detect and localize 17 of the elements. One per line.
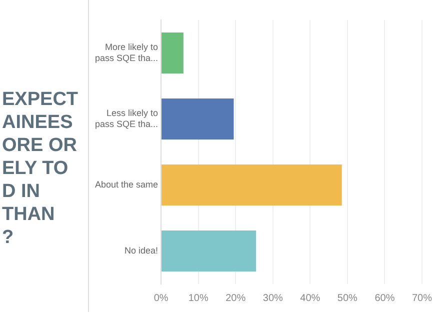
y-tick-label: More likely to pass SQE tha...: [95, 42, 158, 63]
text: EXPECT AINEES ORE OR ELY TO D IN THAN ?: [2, 88, 80, 249]
x-tick-label: 40%: [300, 292, 320, 304]
x-tick-label: 60%: [374, 292, 395, 304]
x-tick-label: 30%: [262, 292, 283, 304]
x-tick-label: 20%: [226, 292, 246, 304]
bar: [162, 32, 184, 74]
y-tick-label: About the same: [94, 179, 158, 190]
x-tick-label: 70%: [412, 292, 432, 304]
x-tick-label: 10%: [188, 292, 208, 304]
x-tick-label: 0%: [154, 292, 168, 304]
y-tick-label: Less likely to pass SQE tha...: [95, 108, 158, 129]
bar: [162, 98, 234, 140]
bar: [162, 230, 256, 272]
bar: [162, 164, 342, 206]
y-tick-label: No idea!: [124, 245, 158, 256]
x-tick-label: 50%: [337, 292, 358, 304]
